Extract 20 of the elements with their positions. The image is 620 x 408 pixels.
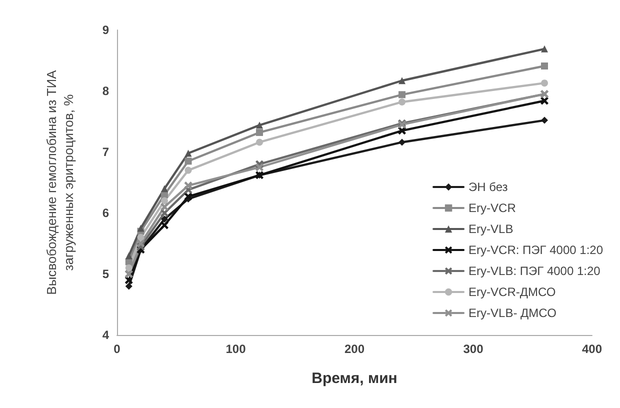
y-tick-label: 7: [102, 145, 110, 159]
y-tick-label: 5: [102, 267, 110, 281]
y-axis-title: Высвобождение гемоглобина из ТИА загруженных эритроцитов, %: [44, 70, 76, 295]
y-tick-label: 4: [102, 328, 110, 342]
legend-label: Ery-VLB- ДМСО: [468, 306, 556, 320]
y-tick-label: 6: [102, 206, 110, 220]
x-tick-label: 100: [226, 342, 246, 356]
legend-label: Ery-VCR-ДМСО: [468, 285, 556, 299]
x-tick-label: 300: [463, 342, 484, 356]
x-axis-title: Время, мин: [312, 370, 398, 387]
legend-label: ЭН без: [468, 180, 508, 194]
legend-label: Ery-VCR: ПЭГ 4000 1:20: [468, 243, 604, 257]
x-tick-label: 200: [344, 342, 365, 356]
x-tick-label: 400: [582, 342, 602, 356]
y-tick-label: 8: [102, 84, 110, 98]
legend-label: Ery-VLB: [468, 222, 514, 236]
y-tick-label: 9: [102, 23, 110, 37]
legend-label: Ery-VLB: ПЭГ 4000 1:20: [468, 264, 601, 278]
x-tick-label: 0: [114, 342, 121, 356]
legend-label: Ery-VCR: [468, 201, 516, 215]
